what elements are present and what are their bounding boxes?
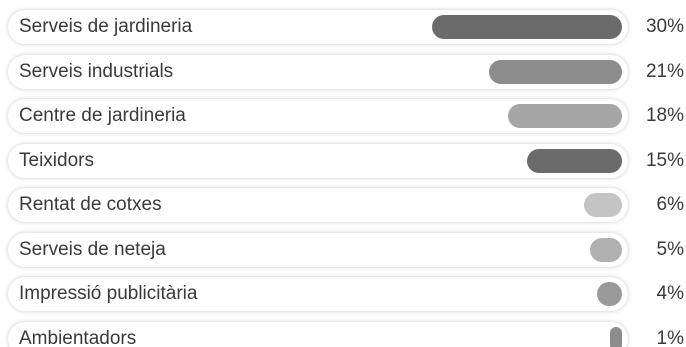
bar-row: Ambientadors — [8, 321, 628, 347]
category-label: Impressió publicitària — [19, 283, 198, 304]
bar-row: Serveis industrials — [8, 54, 628, 89]
category-label: Teixidors — [19, 149, 94, 171]
category-label: Serveis de neteja — [19, 238, 166, 260]
category-label: Serveis de jardineria — [19, 16, 193, 37]
bar-row: Serveis de jardineria — [8, 10, 628, 44]
bar — [432, 15, 622, 39]
bar-row: Rentat de cotxes — [8, 188, 628, 222]
bar-row: Impressió publicitària — [8, 277, 628, 311]
value-label: 6% — [656, 194, 684, 215]
value-label: 5% — [656, 238, 684, 260]
category-label: Rentat de cotxes — [19, 194, 162, 215]
value-label: 15% — [645, 149, 684, 171]
bar — [590, 237, 622, 262]
value-label: 18% — [645, 105, 684, 126]
bar — [489, 59, 622, 84]
value-label: 1% — [656, 327, 684, 347]
category-label: Centre de jardineria — [19, 105, 186, 126]
value-label: 4% — [656, 283, 684, 304]
bar — [596, 282, 622, 306]
category-label: Serveis industrials — [19, 60, 174, 82]
value-label: 30% — [645, 16, 684, 37]
bar — [584, 193, 622, 217]
bar — [610, 326, 622, 347]
bar-row: Centre de jardineria — [8, 99, 628, 133]
bar-row: Serveis de neteja — [8, 232, 628, 267]
category-label: Ambientadors — [19, 327, 137, 347]
bar-row: Teixidors — [8, 143, 628, 178]
value-label: 21% — [645, 60, 684, 82]
bar — [508, 104, 622, 128]
bar — [527, 148, 622, 173]
